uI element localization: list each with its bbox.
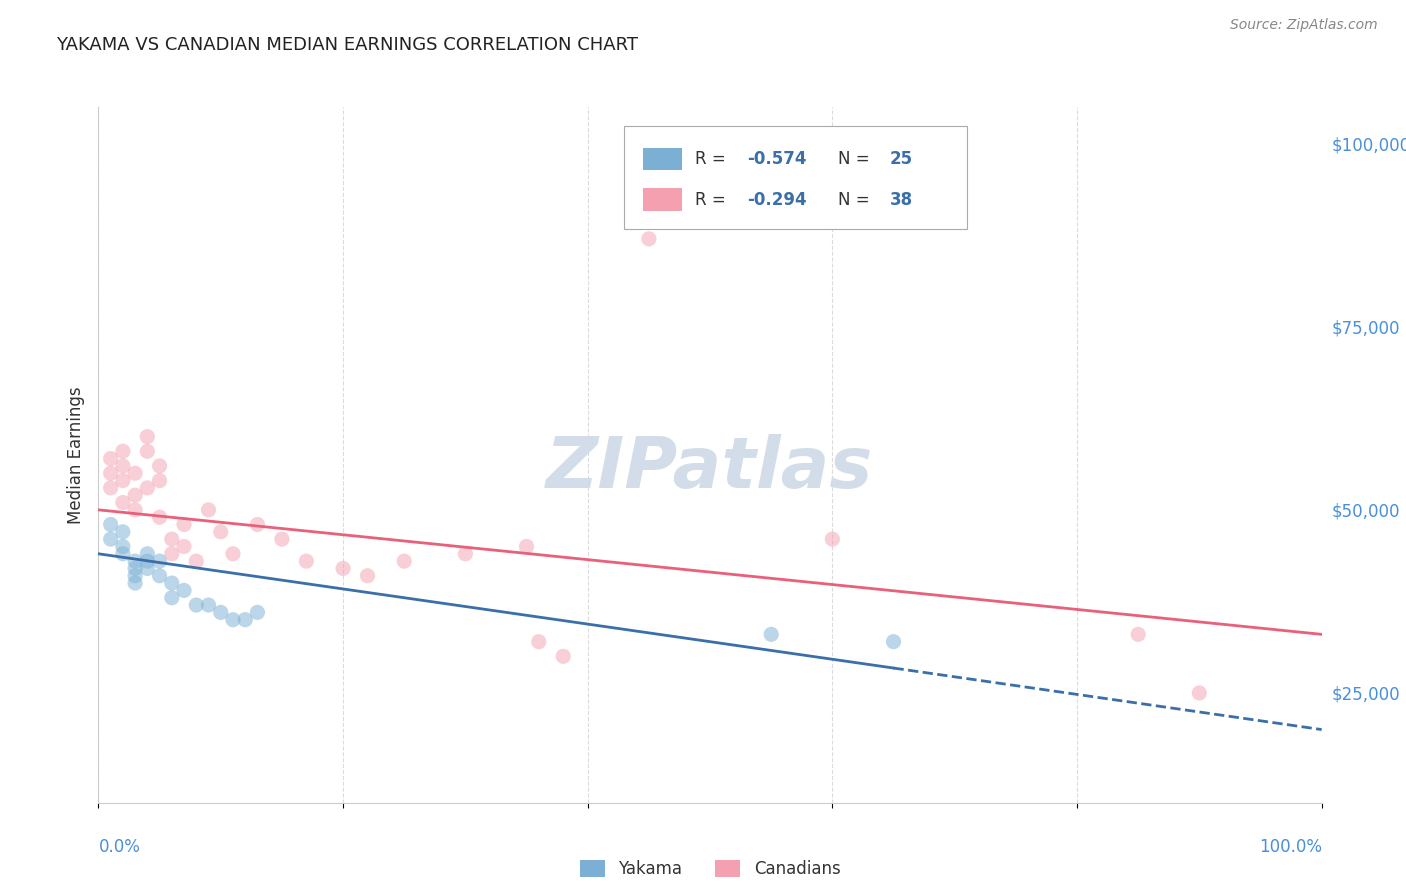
Point	[100, 467, 122, 481]
Text: -0.574: -0.574	[747, 150, 806, 169]
Point	[124, 561, 146, 575]
Bar	[643, 188, 682, 211]
Point	[883, 634, 905, 648]
Point	[124, 576, 146, 591]
Point	[124, 503, 146, 517]
Point	[136, 481, 159, 495]
Point	[136, 561, 159, 575]
Bar	[624, 126, 967, 229]
Point	[136, 429, 159, 443]
Point	[124, 488, 146, 502]
Point	[100, 517, 122, 532]
Point	[761, 627, 783, 641]
Y-axis label: Median Earnings: Median Earnings	[66, 386, 84, 524]
Point	[1188, 686, 1211, 700]
Text: 0.0%: 0.0%	[98, 838, 141, 856]
Text: N =: N =	[838, 191, 876, 209]
Point	[100, 532, 122, 546]
Point	[160, 547, 183, 561]
Point	[527, 634, 550, 648]
Text: R =: R =	[696, 150, 731, 169]
Point	[111, 495, 134, 509]
Point	[173, 540, 195, 554]
Text: -0.294: -0.294	[747, 191, 807, 209]
Text: N =: N =	[838, 150, 876, 169]
Point	[111, 540, 134, 554]
Point	[553, 649, 575, 664]
Point	[186, 598, 208, 612]
Point	[222, 547, 245, 561]
Point	[209, 606, 232, 620]
Point	[100, 451, 122, 466]
Point	[160, 532, 183, 546]
Point	[515, 540, 537, 554]
Point	[186, 554, 208, 568]
Point	[295, 554, 318, 568]
Point	[111, 474, 134, 488]
Point	[270, 532, 294, 546]
Text: Source: ZipAtlas.com: Source: ZipAtlas.com	[1230, 18, 1378, 32]
Point	[173, 517, 195, 532]
Text: YAKAMA VS CANADIAN MEDIAN EARNINGS CORRELATION CHART: YAKAMA VS CANADIAN MEDIAN EARNINGS CORRE…	[56, 36, 638, 54]
Point	[356, 568, 378, 582]
Point	[149, 458, 172, 473]
Point	[197, 598, 219, 612]
Point	[821, 532, 844, 546]
Point	[100, 481, 122, 495]
Point	[149, 510, 172, 524]
Point	[233, 613, 256, 627]
Point	[222, 613, 245, 627]
Point	[638, 232, 661, 246]
Point	[1128, 627, 1150, 641]
Point	[173, 583, 195, 598]
Point	[149, 568, 172, 582]
Bar	[643, 148, 682, 170]
Point	[111, 524, 134, 539]
Point	[454, 547, 477, 561]
Point	[149, 554, 172, 568]
Point	[124, 568, 146, 582]
Point	[111, 547, 134, 561]
Point	[246, 517, 269, 532]
Text: 25: 25	[890, 150, 912, 169]
Text: ZIPatlas: ZIPatlas	[547, 434, 873, 503]
Point	[160, 591, 183, 605]
Point	[209, 524, 232, 539]
Point	[332, 561, 354, 575]
Point	[124, 467, 146, 481]
Point	[136, 547, 159, 561]
Point	[111, 444, 134, 458]
Point	[392, 554, 416, 568]
Point	[246, 606, 269, 620]
Text: 38: 38	[890, 191, 912, 209]
Point	[124, 554, 146, 568]
Point	[149, 474, 172, 488]
Point	[136, 444, 159, 458]
Point	[160, 576, 183, 591]
Point	[136, 554, 159, 568]
Point	[197, 503, 219, 517]
Point	[111, 458, 134, 473]
Legend: Yakama, Canadians: Yakama, Canadians	[574, 854, 846, 885]
Text: 100.0%: 100.0%	[1258, 838, 1322, 856]
Text: R =: R =	[696, 191, 731, 209]
